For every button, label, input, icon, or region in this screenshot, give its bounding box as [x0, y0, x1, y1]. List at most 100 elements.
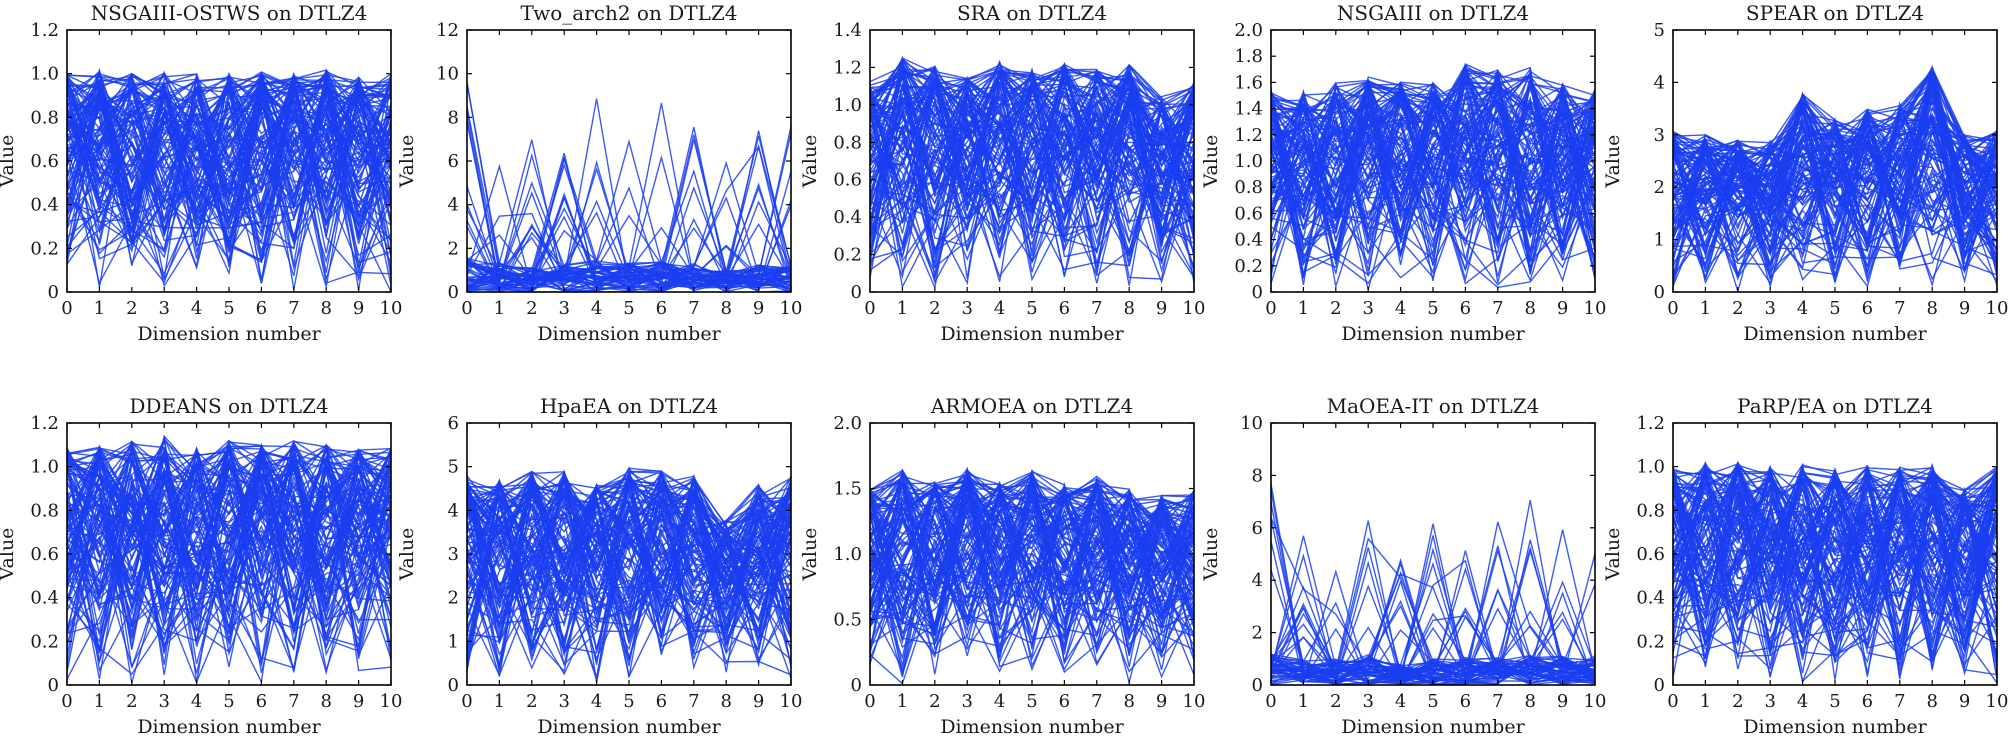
panel-4-series-line: [1271, 69, 1595, 275]
panel-1-series-line: [67, 88, 391, 255]
panel-8-series-line: [870, 485, 1194, 627]
panel-4-series-line: [1271, 84, 1595, 263]
panel-7-x-axis-label: Dimension number: [537, 716, 721, 738]
panel-1-x-tick-label: 4: [191, 298, 202, 319]
panel-9-y-tick-label: 2: [1252, 623, 1263, 644]
panel-6-series-line: [67, 456, 391, 627]
panel-8-x-tick-label: 3: [961, 691, 972, 712]
panel-3-series-line: [870, 66, 1194, 282]
panel-8-series-line: [870, 485, 1194, 595]
panel-2-y-tick-label: 6: [448, 151, 459, 172]
panel-6-series-line: [67, 466, 391, 672]
panel-1-x-tick-label: 1: [94, 298, 105, 319]
panel-5-series: [1673, 64, 1997, 292]
panel-3-series-line: [870, 73, 1194, 279]
panel-3-series-line: [870, 58, 1194, 195]
panel-3: 0 1 2 3 4 5 6 7 8 9 10 0 0.2 0.4 0.6 0.8 1.0 1.2 1.4 SRA on…: [799, 1, 1205, 345]
panel-3-y-tick-label: 0.4: [833, 207, 862, 228]
panel-3-x-tick-label: 10: [1183, 298, 1206, 319]
panel-9-x-tick-label: 5: [1427, 691, 1438, 712]
panel-1-y-tick-label: 0: [48, 282, 59, 303]
panel-6-y-tick-label: 0.8: [30, 500, 59, 521]
panel-8-x-tick-label: 0: [864, 691, 875, 712]
panel-2-series-line: [467, 138, 791, 292]
panel-2-x-tick-label: 7: [688, 298, 699, 319]
panel-7-series-line: [467, 477, 791, 647]
panel-4-series-line: [1271, 89, 1595, 279]
panel-5-series-line: [1673, 123, 1997, 286]
panel-1-series-line: [67, 70, 391, 266]
panel-3-series-line: [870, 69, 1194, 224]
panel-9-y-tick-label: 8: [1252, 465, 1263, 486]
panel-4-series-line: [1271, 67, 1595, 249]
panel-4-y-tick-label: 0.6: [1234, 203, 1263, 224]
panel-7-x-tick-label: 9: [753, 691, 764, 712]
panel-10-x-tick-label: 10: [1986, 691, 2008, 712]
panel-2-series-line: [467, 110, 791, 291]
panel-6-series-line: [67, 444, 391, 651]
panel-8-series-line: [870, 484, 1194, 675]
panel-5-series-line: [1673, 66, 1997, 282]
panel-9-x-tick-label: 6: [1460, 691, 1471, 712]
panel-8-x-tick-label: 5: [1026, 691, 1037, 712]
panel-9-x-tick-label: 0: [1265, 691, 1276, 712]
panel-10-x-tick-label: 0: [1667, 691, 1678, 712]
panel-3-y-tick-label: 1.4: [833, 20, 862, 41]
panel-10-series-line: [1673, 472, 1997, 624]
panel-7-y-tick-label: 1: [448, 631, 459, 652]
panel-1-y-tick-label: 1.2: [30, 20, 59, 41]
panel-3-series-line: [870, 65, 1194, 240]
panel-9-x-tick-label: 8: [1524, 691, 1535, 712]
panel-1-series-line: [67, 77, 391, 217]
panel-9-series-line: [1271, 623, 1595, 680]
panel-6-series-line: [67, 446, 391, 633]
panel-4-series-line: [1271, 97, 1595, 240]
panel-3-x-tick-label: 9: [1156, 298, 1167, 319]
panel-8-series-line: [870, 475, 1194, 634]
panel-6-series-line: [67, 450, 391, 600]
panel-3-title: SRA on DTLZ4: [957, 1, 1107, 25]
panel-10-x-tick-label: 6: [1862, 691, 1873, 712]
panel-8-series-line: [870, 473, 1194, 657]
panel-10-y-tick-label: 0.2: [1636, 631, 1665, 652]
panel-2-x-tick-label: 2: [526, 298, 537, 319]
panel-6-y-tick-label: 0: [48, 675, 59, 696]
panel-3-series-line: [870, 80, 1194, 224]
panel-1-series-line: [67, 75, 391, 223]
panel-6-y-tick-label: 1.0: [30, 457, 59, 478]
panel-5-series-line: [1673, 135, 1997, 280]
panel-7-series-line: [467, 470, 791, 575]
panel-7-series-line: [467, 495, 791, 638]
panel-1-series-line: [67, 69, 391, 246]
panel-4-series-line: [1271, 76, 1595, 262]
panel-7-y-tick-label: 6: [448, 413, 459, 434]
panel-8-y-tick-label: 0.5: [833, 610, 862, 631]
panel-4-title: NSGAIII on DTLZ4: [1337, 1, 1529, 25]
panel-6-x-tick-label: 10: [380, 691, 403, 712]
panel-1-x-tick-label: 9: [353, 298, 364, 319]
panel-5-x-tick-label: 0: [1667, 298, 1678, 319]
panel-7-series-line: [467, 476, 791, 683]
panel-8-title: ARMOEA on DTLZ4: [930, 394, 1133, 418]
panel-2-x-tick-label: 1: [494, 298, 505, 319]
panel-4-x-tick-label: 4: [1395, 298, 1406, 319]
panel-10-series-line: [1673, 474, 1997, 631]
panel-10-y-tick-label: 0.8: [1636, 500, 1665, 521]
panel-7-series-line: [467, 481, 791, 610]
panel-7-x-tick-label: 2: [526, 691, 537, 712]
panel-3-series-line: [870, 80, 1194, 262]
panel-6-y-tick-label: 0.4: [30, 588, 59, 609]
panel-3-x-tick-label: 3: [961, 298, 972, 319]
panel-10-x-tick-label: 1: [1700, 691, 1711, 712]
panel-9-x-axis-label: Dimension number: [1341, 716, 1525, 738]
panel-6-title: DDEANS on DTLZ4: [129, 394, 328, 418]
panel-8-series-line: [870, 495, 1194, 640]
panel-6-series-line: [67, 447, 391, 676]
panel-7-y-tick-label: 2: [448, 588, 459, 609]
panel-6-x-tick-label: 0: [61, 691, 72, 712]
panel-4-x-tick-label: 10: [1584, 298, 1607, 319]
panel-6-y-tick-label: 0.6: [30, 544, 59, 565]
panel-1-x-tick-label: 8: [320, 298, 331, 319]
